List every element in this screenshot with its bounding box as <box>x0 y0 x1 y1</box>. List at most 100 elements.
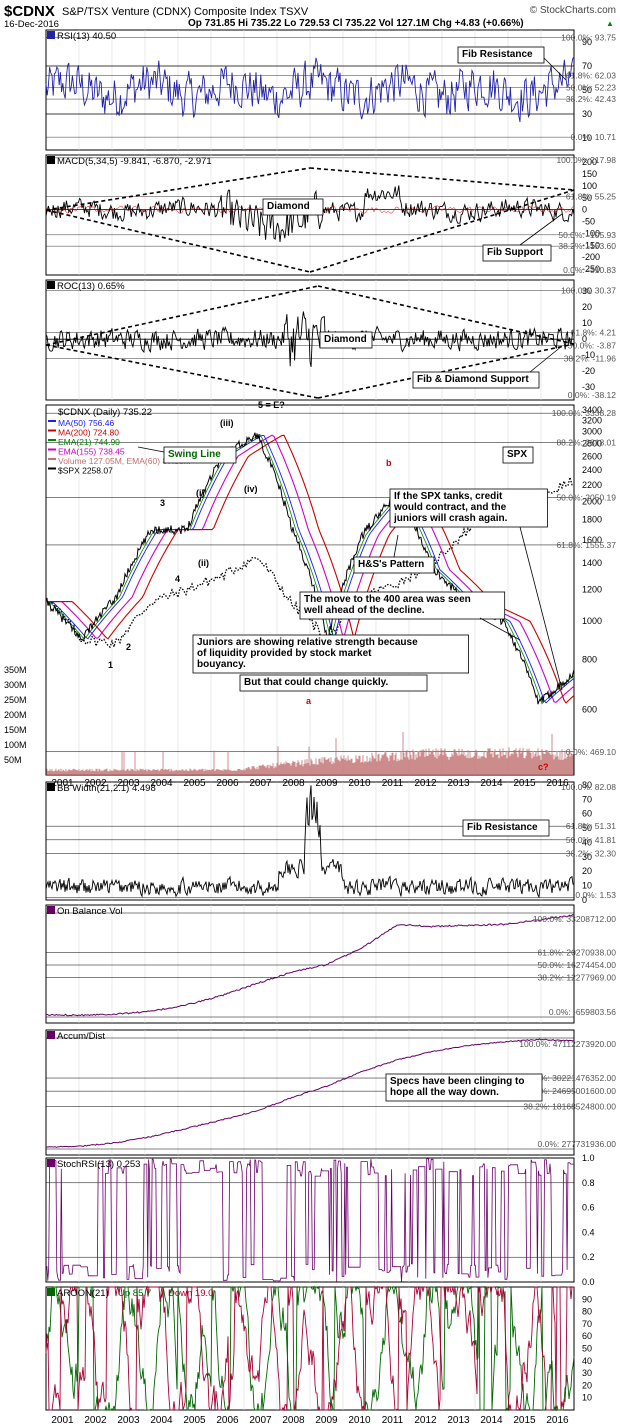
y-tick-label: 50 <box>582 823 592 833</box>
legend-swatch <box>48 467 56 470</box>
symbol-title: $CDNX <box>4 3 55 20</box>
wave-label: 3 <box>160 498 165 508</box>
panel-color-swatch <box>47 1159 55 1167</box>
volume-tick-label: 100M <box>4 740 27 750</box>
y-tick-label: 10 <box>582 1393 592 1403</box>
y-tick-label: 50 <box>582 1344 592 1354</box>
volume-tick-label: 50M <box>4 755 22 765</box>
y-tick-label: -30 <box>582 382 595 392</box>
year-label: 2002 <box>84 778 107 789</box>
year-label: 2009 <box>315 1415 338 1426</box>
year-label: 2001 <box>51 1415 74 1426</box>
y-tick-label: 0 <box>582 895 587 905</box>
y-tick-label: -10 <box>582 350 595 360</box>
fib-level-label: 61.8%: 51.31 <box>566 821 616 831</box>
fib-level-label: 0.0%: -310.83 <box>563 265 616 275</box>
year-label: 2002 <box>84 1415 107 1426</box>
y-tick-label: -20 <box>582 366 595 376</box>
panel-color-swatch <box>47 1288 55 1296</box>
diamond-label-box <box>319 331 373 349</box>
y-tick-label: 30 <box>582 1368 592 1378</box>
y-tick-label: 0.8 <box>582 1178 595 1188</box>
y-tick-label: 150 <box>582 169 597 179</box>
wave-label: b <box>386 458 392 468</box>
y-tick-label: 0.0 <box>582 1277 595 1287</box>
quote-arrow: ▲ <box>606 19 614 28</box>
fib-level-label: 50.0%: 52.23 <box>566 82 616 92</box>
year-label: 2013 <box>447 778 470 789</box>
panel-title: RSI(13) 40.50 <box>57 31 116 42</box>
volume-tick-label: 150M <box>4 725 27 735</box>
y-tick-label: 10 <box>582 881 592 891</box>
y-tick-label: 2200 <box>582 480 602 490</box>
y-tick-label: 200 <box>582 157 597 167</box>
rsi-line <box>45 56 575 123</box>
y-tick-label: 600 <box>582 704 597 714</box>
y-tick-label: 90 <box>582 37 592 47</box>
fib-level-label: 61.8%: 1555.37 <box>556 540 616 550</box>
chart-date: 16-Dec-2016 <box>4 19 59 30</box>
y-tick-label: 70 <box>582 794 592 804</box>
annotation-arrow <box>393 534 399 558</box>
specs-annotation: Specs have been clinging to hope all the … <box>390 1076 524 1098</box>
y-tick-label: 30 <box>582 852 592 862</box>
fib-level-label: 0.0%: 1.53 <box>575 890 616 900</box>
fib-level-label: 100.0%: 30.37 <box>561 286 616 296</box>
legend-swatch <box>48 429 56 432</box>
y-tick-label: 80 <box>582 780 592 790</box>
quote-line: Op 731.85 Hi 735.22 Lo 729.53 Cl 735.22 … <box>188 18 524 29</box>
fib-level-label: 38.2%: 18168524800.00 <box>523 1102 616 1112</box>
fib-level-label: 100.0%: 93.75 <box>561 33 616 43</box>
y-tick-label: 0.6 <box>582 1203 595 1213</box>
y-tick-label: -50 <box>582 217 595 227</box>
obv-line <box>45 914 575 1017</box>
year-label: 2015 <box>513 1415 536 1426</box>
aroon-up-line <box>45 1285 575 1412</box>
year-label: 2006 <box>216 1415 239 1426</box>
year-label: 2014 <box>480 778 503 789</box>
year-label: 2010 <box>348 1415 371 1426</box>
fib-level-label: 38.2%: 32.30 <box>566 849 616 859</box>
y-tick-label: 1.0 <box>582 1153 595 1163</box>
annotation-note: But that could change quickly. <box>244 677 388 688</box>
legend-swatch <box>48 448 56 451</box>
y-tick-label: 100 <box>582 181 597 191</box>
annotation-arrow <box>479 617 521 641</box>
y-tick-label: 30 <box>582 286 592 296</box>
fib-level-label: 50.0%: -3.87 <box>568 340 616 350</box>
legend-swatch <box>48 458 56 460</box>
annotation-arrow <box>519 213 563 246</box>
y-tick-label: 1200 <box>582 585 602 595</box>
y-tick-label: 0 <box>582 205 587 215</box>
y-tick-label: 1600 <box>582 535 602 545</box>
diamond-line <box>45 209 311 273</box>
y-tick-label: 1000 <box>582 616 602 626</box>
annotation-arrow <box>529 345 563 373</box>
fib-level-label: 100.0%: 217.98 <box>556 155 616 165</box>
legend-swatch <box>48 439 56 441</box>
year-label: 2012 <box>414 778 437 789</box>
y-tick-label: -150 <box>582 240 600 250</box>
fib-level-label: 50.0%: 24695001600.00 <box>523 1086 616 1096</box>
panel-color-swatch <box>47 783 55 791</box>
diamond-line <box>45 285 319 346</box>
y-tick-label: 50 <box>582 193 592 203</box>
legend-entry: MA(200) 724.80 <box>58 428 119 438</box>
wave-label: 1 <box>108 660 113 670</box>
panel-color-swatch <box>47 31 55 39</box>
roc-line <box>45 311 574 367</box>
diamond-line <box>317 285 575 345</box>
fib-level-label: 61.8%: 30221476352.00 <box>523 1073 616 1083</box>
annotation-note-box <box>389 488 548 528</box>
fib-level-label: 38.2%: -153.60 <box>558 241 616 251</box>
panel-color-swatch <box>47 156 55 164</box>
fib-level-label: 0.0%: 10.71 <box>571 132 617 142</box>
annotation-arrow <box>519 526 563 691</box>
year-label: 2013 <box>447 1415 470 1426</box>
fib-level-label: 0.0%: -38.12 <box>568 390 616 400</box>
y-tick-label: 10 <box>582 133 592 143</box>
diamond-line <box>317 343 575 399</box>
panel-title: BB Width(21,2.1) 4.498 <box>57 783 156 794</box>
legend-swatch <box>48 420 56 422</box>
volume-tick-label: 350M <box>4 665 27 675</box>
